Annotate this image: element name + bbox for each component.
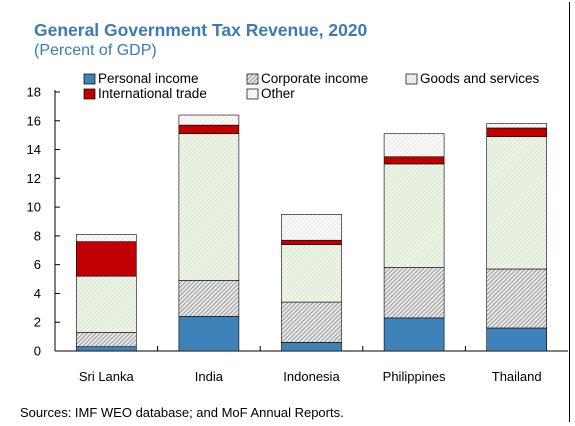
bar-segment-corporate-income bbox=[281, 301, 342, 343]
legend-swatch bbox=[405, 73, 418, 85]
bar-segment-other bbox=[178, 114, 240, 126]
y-tick-label: 16 bbox=[27, 113, 41, 128]
bar-segment-international-trade bbox=[383, 156, 445, 165]
legend-label: Other bbox=[261, 86, 295, 101]
bar-segment-personal-income bbox=[178, 316, 240, 352]
bar-segment-personal-income bbox=[76, 346, 137, 352]
bar-segment-corporate-income bbox=[383, 267, 445, 319]
legend-swatch bbox=[83, 88, 96, 100]
y-tick-label: 8 bbox=[34, 228, 41, 243]
legend-label: Goods and services bbox=[420, 71, 540, 86]
bar-segment-goods-and-services bbox=[383, 163, 445, 268]
legend-label: Personal income bbox=[98, 71, 199, 86]
chart-subtitle: (Percent of GDP) bbox=[34, 42, 157, 59]
y-tick-label: 12 bbox=[27, 171, 41, 186]
bar-segment-other bbox=[486, 123, 548, 129]
y-tick-label: 18 bbox=[27, 85, 41, 100]
bar-segment-corporate-income bbox=[76, 331, 137, 347]
bar-segment-goods-and-services bbox=[76, 275, 137, 333]
y-tick-label: 14 bbox=[27, 142, 41, 157]
y-tick-label: 4 bbox=[34, 286, 41, 301]
y-tick-label: 6 bbox=[34, 257, 41, 272]
y-tick-label: 0 bbox=[34, 344, 41, 359]
x-tick-label: Sri Lanka bbox=[79, 369, 135, 384]
x-tick-label: Thailand bbox=[492, 369, 542, 384]
bar-segment-personal-income bbox=[383, 317, 445, 352]
bar-segment-corporate-income bbox=[486, 268, 548, 329]
chart-frame bbox=[2, 2, 570, 422]
bar-segment-goods-and-services bbox=[486, 136, 548, 270]
bar-segment-corporate-income bbox=[178, 280, 240, 317]
bar-segment-goods-and-services bbox=[281, 244, 342, 303]
bar-segment-goods-and-services bbox=[178, 133, 240, 281]
y-tick-label: 2 bbox=[34, 315, 41, 330]
bar-segment-other bbox=[281, 214, 342, 241]
bar-segment-personal-income bbox=[281, 342, 342, 352]
bar-segment-international-trade bbox=[76, 241, 137, 277]
bar-segment-international-trade bbox=[486, 127, 548, 137]
bar-segment-personal-income bbox=[486, 327, 548, 352]
bar-segment-international-trade bbox=[178, 124, 240, 135]
legend-swatch bbox=[246, 73, 259, 85]
legend-label: Corporate income bbox=[261, 71, 368, 86]
y-tick-label: 10 bbox=[27, 200, 41, 215]
bar-segment-international-trade bbox=[281, 239, 342, 245]
x-tick-label: Philippines bbox=[383, 369, 446, 384]
legend-swatch bbox=[246, 88, 259, 100]
x-tick-label: India bbox=[195, 369, 224, 384]
source-note: Sources: IMF WEO database; and MoF Annua… bbox=[20, 405, 344, 420]
bar-segment-other bbox=[76, 234, 137, 242]
x-tick-label: Indonesia bbox=[283, 369, 340, 384]
legend-swatch bbox=[83, 73, 96, 85]
legend-label: International trade bbox=[98, 86, 207, 101]
bar-segment-other bbox=[383, 133, 445, 158]
chart-title: General Government Tax Revenue, 2020 bbox=[34, 20, 368, 40]
